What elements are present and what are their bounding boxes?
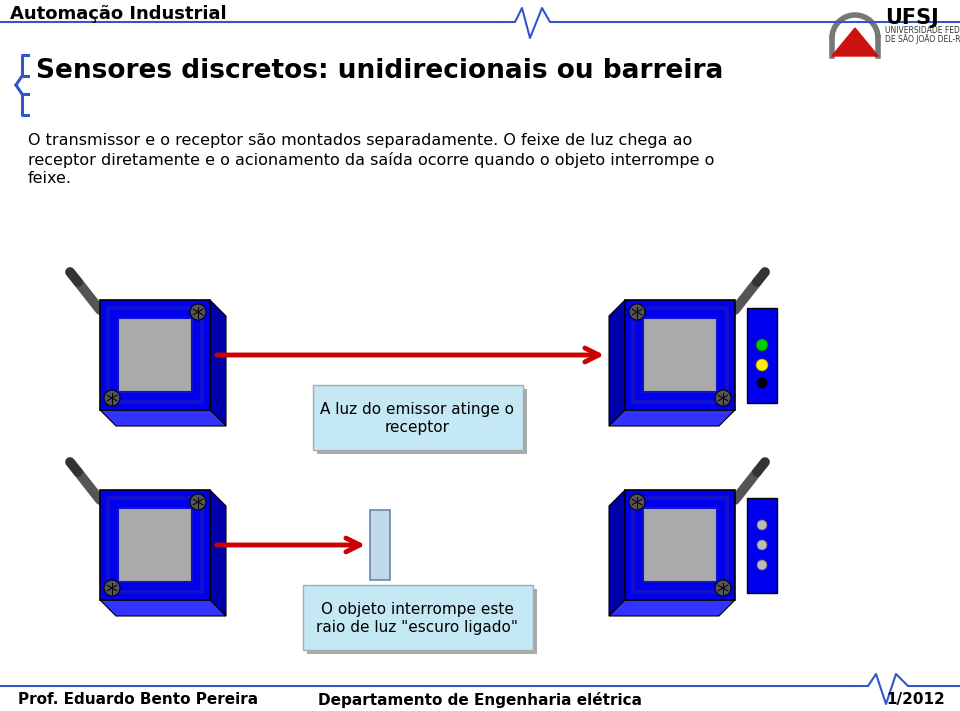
Polygon shape [747, 498, 777, 592]
Text: Prof. Eduardo Bento Pereira: Prof. Eduardo Bento Pereira [18, 692, 258, 707]
Polygon shape [100, 410, 226, 426]
Text: O objeto interrompe este: O objeto interrompe este [321, 602, 514, 617]
Polygon shape [609, 600, 735, 616]
Circle shape [715, 580, 731, 596]
Circle shape [757, 540, 767, 550]
Circle shape [715, 390, 731, 406]
Polygon shape [210, 490, 226, 616]
Text: O transmissor e o receptor são montados separadamente. O feixe de luz chega ao: O transmissor e o receptor são montados … [28, 133, 692, 148]
Circle shape [190, 304, 206, 320]
Text: DE SÃO JOÃO DEL-REI: DE SÃO JOÃO DEL-REI [885, 34, 960, 44]
Circle shape [757, 520, 767, 530]
Circle shape [756, 359, 768, 371]
Text: receptor: receptor [385, 420, 450, 435]
Polygon shape [643, 508, 717, 582]
Polygon shape [210, 300, 226, 426]
Text: Departamento de Engenharia elétrica: Departamento de Engenharia elétrica [318, 692, 642, 708]
Polygon shape [317, 389, 526, 454]
Polygon shape [609, 410, 735, 426]
Polygon shape [747, 307, 777, 402]
Circle shape [629, 304, 645, 320]
Text: A luz do emissor atinge o: A luz do emissor atinge o [321, 402, 515, 417]
Text: feixe.: feixe. [28, 171, 72, 186]
Text: UFSJ: UFSJ [885, 8, 939, 28]
Polygon shape [118, 508, 192, 582]
Polygon shape [625, 490, 735, 600]
Polygon shape [609, 490, 625, 616]
Polygon shape [370, 510, 390, 580]
Polygon shape [643, 318, 717, 392]
Circle shape [190, 494, 206, 510]
Polygon shape [306, 589, 537, 654]
Polygon shape [100, 300, 210, 410]
Polygon shape [625, 300, 735, 410]
Polygon shape [118, 318, 192, 392]
Polygon shape [100, 600, 226, 616]
Polygon shape [832, 28, 878, 56]
Text: receptor diretamente e o acionamento da saída ocorre quando o objeto interrompe : receptor diretamente e o acionamento da … [28, 152, 714, 168]
Polygon shape [302, 585, 533, 650]
Circle shape [104, 390, 120, 406]
Circle shape [757, 378, 767, 388]
Circle shape [104, 580, 120, 596]
Circle shape [757, 560, 767, 570]
Text: raio de luz "escuro ligado": raio de luz "escuro ligado" [317, 620, 518, 635]
Circle shape [629, 494, 645, 510]
Polygon shape [609, 300, 625, 426]
Text: 1/2012: 1/2012 [886, 692, 945, 707]
Polygon shape [313, 385, 522, 450]
Text: UNIVERSIDADE FEDERAL: UNIVERSIDADE FEDERAL [885, 26, 960, 35]
Polygon shape [100, 490, 210, 600]
Text: Sensores discretos: unidirecionais ou barreira: Sensores discretos: unidirecionais ou ba… [36, 58, 724, 84]
Text: Automação Industrial: Automação Industrial [10, 5, 227, 23]
Circle shape [756, 339, 768, 351]
